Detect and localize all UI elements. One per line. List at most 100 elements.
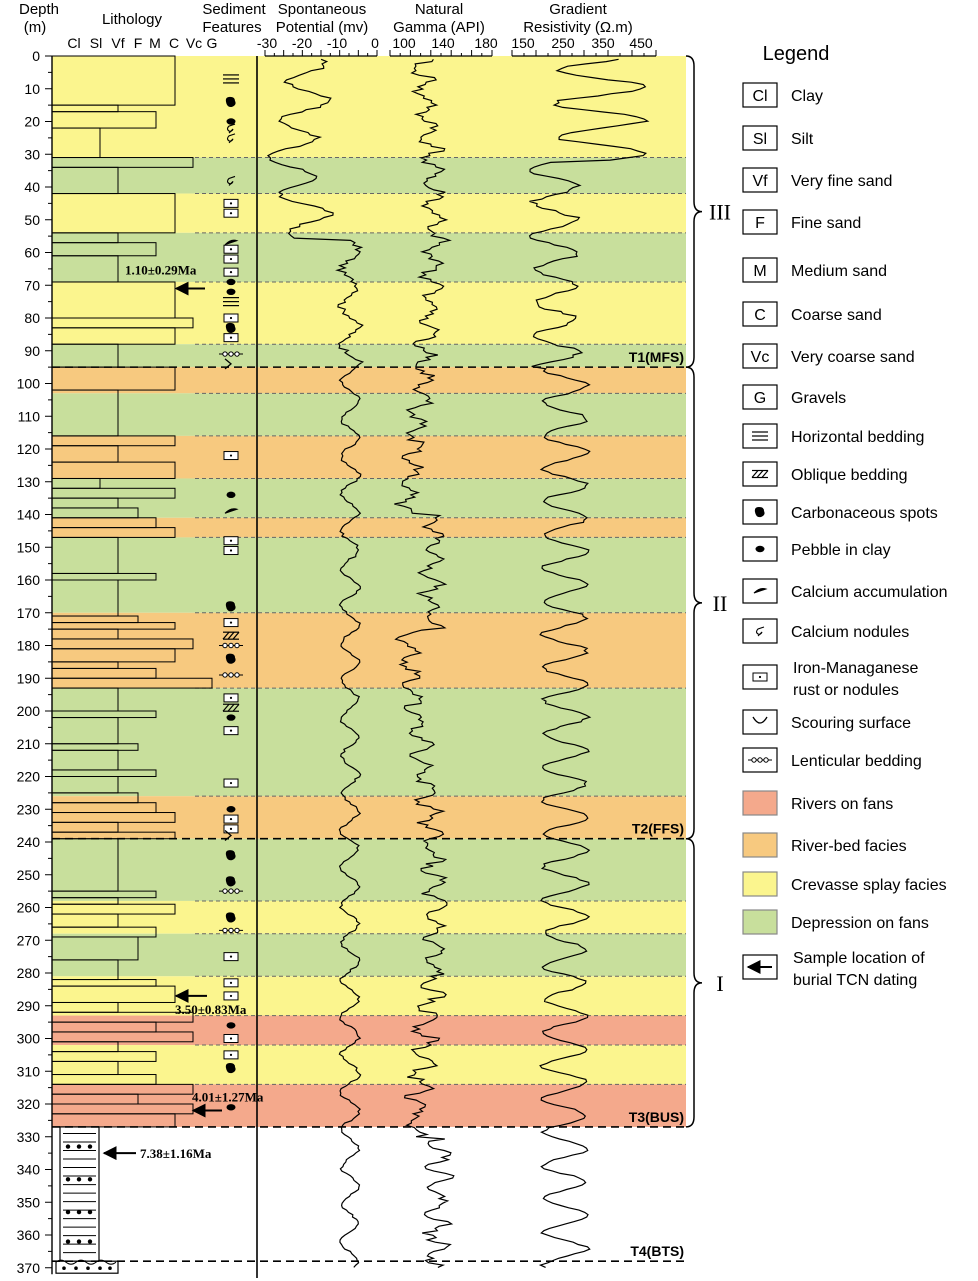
- legend-swatch: [742, 790, 778, 816]
- legend-label: Calcium accumulation: [791, 584, 948, 601]
- lithology-scale: Cl Sl Vf F M C Vc G: [67, 35, 217, 51]
- unit-label: II: [713, 591, 728, 616]
- tcn-age-label: 1.10±0.29Ma: [125, 263, 197, 278]
- iron-manganese-icon: [223, 1034, 239, 1043]
- facies-band-depression: [52, 232, 686, 282]
- legend-label: Clay: [791, 88, 823, 105]
- legend-item: M Medium sand: [742, 257, 887, 283]
- lithology-bed: [51, 1113, 176, 1128]
- legend-item: Lenticular bedding: [742, 747, 922, 773]
- boundary-label: T2(FFS): [632, 821, 684, 837]
- depth-tick-label: 150: [17, 539, 41, 555]
- facies-band-riverbed: [52, 796, 686, 839]
- facies-band-depression: [52, 393, 686, 436]
- gravel-dot: [87, 1177, 93, 1182]
- iron-manganese-icon: [223, 824, 239, 834]
- iron-manganese-icon: [223, 536, 239, 546]
- legend-item: Horizontal bedding: [742, 423, 924, 449]
- facies-band-riverbed: [52, 435, 686, 479]
- legend-label: Calcium nodules: [791, 624, 909, 641]
- calcium-nodules-icon: [226, 123, 236, 134]
- gamma-tick-label: 140: [431, 35, 455, 51]
- depth-tick-label: 90: [24, 343, 40, 359]
- horizontal-bedding-icon: [223, 74, 239, 84]
- boundary-label: T1(MFS): [629, 349, 684, 365]
- log-curve: [528, 58, 650, 1268]
- legend-label: River-bed facies: [791, 838, 907, 855]
- pebble-icon: [226, 806, 236, 813]
- facies-band-depression: [52, 157, 686, 194]
- lithology-bed: [51, 157, 194, 168]
- calcium-nodules-icon: [755, 626, 765, 637]
- legend-swatch: [742, 167, 778, 193]
- calcium-nodules-icon: [226, 175, 236, 186]
- res-tick-label: 350: [591, 35, 615, 51]
- facies-band-crevasse: [52, 900, 686, 934]
- facies-band-depression: [52, 537, 686, 613]
- gravel-dot: [87, 1239, 93, 1244]
- sediment-header-1: Sediment: [202, 1, 266, 18]
- boundary-label: T4(BTS): [630, 1243, 684, 1259]
- depth-tick-label: 270: [17, 932, 41, 948]
- oblique-bedding-icon: [751, 469, 769, 479]
- sequence-boundaries: T1(MFS) T2(FFS) T3(BUS) T4(BTS): [52, 349, 686, 1262]
- gravel-dot: [87, 1144, 93, 1149]
- depth-tick-label: 350: [17, 1194, 41, 1210]
- depth-tick-label: 330: [17, 1129, 41, 1145]
- depth-tick-label: 80: [24, 310, 40, 326]
- legend-label: Pebble in clay: [791, 542, 891, 559]
- litho-tick-label: C: [169, 35, 179, 51]
- gravel-dot: [76, 1144, 82, 1149]
- iron-manganese-icon: [223, 313, 239, 323]
- legend-swatch: [742, 209, 778, 235]
- iron-manganese-icon: [223, 546, 239, 556]
- gravel-dot: [65, 1144, 71, 1149]
- gravel-dot: [98, 1266, 102, 1270]
- legend-swatch: [742, 461, 778, 487]
- iron-manganese-icon: [223, 778, 239, 788]
- facies-band-rivers: [52, 1015, 686, 1046]
- depth-tick-label: 310: [17, 1063, 41, 1079]
- calcium-nodules-icon: [226, 133, 236, 144]
- gravel-dot: [65, 1209, 71, 1215]
- resistivity-header-2: Resistivity (Ω.m): [523, 19, 633, 36]
- sp-header-2: Potential (mv): [276, 19, 369, 36]
- gamma-header-1: Natural: [415, 1, 463, 18]
- lenticular-bedding-icon: [219, 642, 243, 649]
- legend-label: Silt: [791, 131, 814, 148]
- facies-band-rivers: [52, 1084, 686, 1127]
- legend-item: Calcium nodules: [742, 618, 909, 644]
- tcn-sample-ages: 1.10±0.29Ma 3.50±0.83Ma 4.01±1.27Ma 7.38±1.…: [102, 263, 264, 1161]
- gravel-dot: [65, 1239, 71, 1244]
- legend-label: Rivers on fans: [791, 796, 893, 813]
- carbonaceous-spots-icon: [225, 1062, 236, 1074]
- facies-band-riverbed: [52, 517, 686, 538]
- facies-band-riverbed: [52, 612, 686, 689]
- tcn-age-label: 7.38±1.16Ma: [140, 1146, 212, 1161]
- sediment-header-2: Features: [202, 19, 261, 36]
- pebble-icon: [226, 1022, 236, 1029]
- gravel-dot: [65, 1177, 71, 1182]
- grain-size-symbol: Sl: [753, 131, 767, 148]
- facies-band-depression: [52, 838, 686, 901]
- depth-tick-label: 370: [17, 1260, 41, 1276]
- legend-swatch: [742, 832, 778, 858]
- legend-label: Depression on fans: [791, 915, 929, 932]
- carbonaceous-spots-icon: [225, 850, 236, 861]
- litho-tick-label: Cl: [67, 35, 80, 51]
- unit-label: III: [709, 200, 731, 225]
- legend-label: Oblique bedding: [791, 467, 908, 484]
- legend-item: River-bed facies: [742, 832, 907, 858]
- grain-size-symbol: Vc: [751, 349, 770, 366]
- resistivity-scale: 150 250 350 450: [511, 35, 653, 51]
- facies-band-depression: [52, 933, 686, 977]
- oblique-bedding-icon: [222, 631, 240, 640]
- iron-manganese-icon: [223, 618, 239, 628]
- boundary-label: T3(BUS): [629, 1109, 684, 1125]
- litho-tick-label: G: [207, 35, 218, 51]
- pebble-icon: [226, 118, 236, 125]
- lithology-bed: [51, 1031, 194, 1043]
- depth-tick-label: 200: [17, 703, 41, 719]
